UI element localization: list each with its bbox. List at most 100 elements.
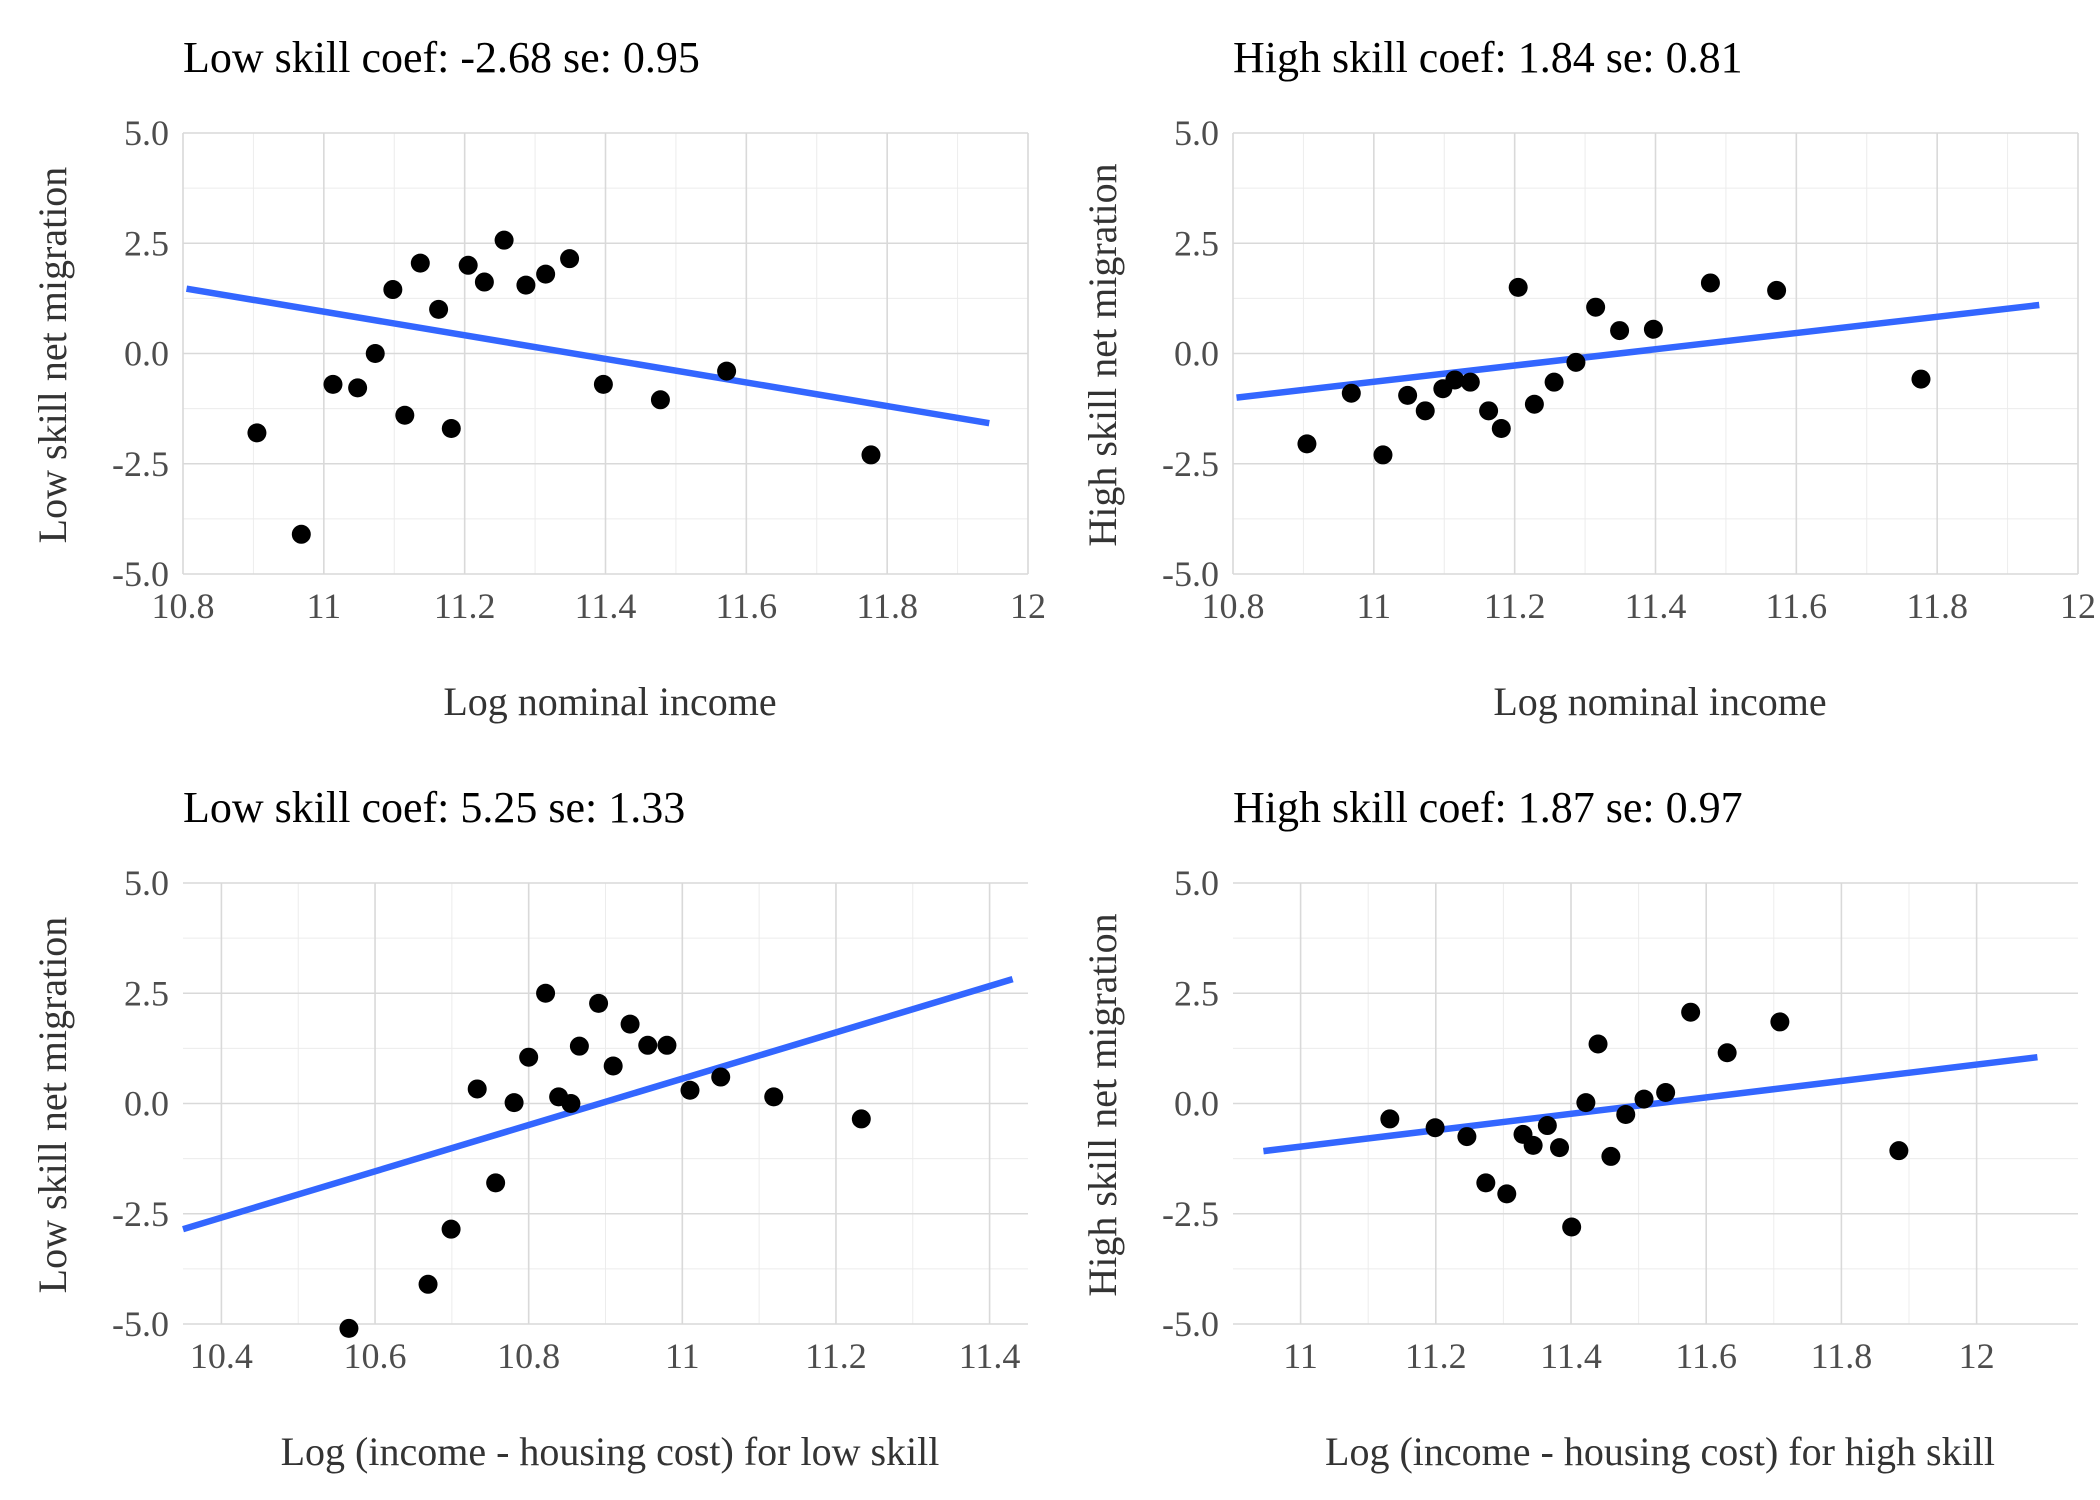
data-point [494, 230, 514, 250]
data-point [486, 1173, 506, 1193]
data-point [620, 1014, 640, 1034]
data-point [1656, 1082, 1676, 1102]
data-point [1497, 1184, 1517, 1204]
panel-low-skill-net-income: Low skill coef: 5.25 se: 1.33 Log (incom… [0, 750, 1050, 1500]
data-point [441, 1219, 461, 1239]
data-point [569, 1036, 589, 1056]
regression-line [1236, 301, 2040, 401]
data-point [1544, 372, 1564, 392]
panel-high-skill-net-income: High skill coef: 1.87 se: 0.97 Log (inco… [1050, 750, 2100, 1500]
data-point [1770, 1012, 1790, 1032]
data-point [429, 299, 449, 319]
data-point [474, 272, 494, 292]
data-point [348, 378, 368, 398]
scatter-plot: High skill coef: 1.87 se: 0.97 Log (inco… [1080, 783, 2078, 1474]
x-tick-label: 11.6 [1765, 586, 1827, 626]
y-tick-label: -5.0 [112, 554, 169, 594]
data-point [383, 280, 403, 300]
x-tick-label: 11.8 [856, 586, 918, 626]
panel-low-skill-nominal: Low skill coef: -2.68 se: 0.95 Log nomin… [0, 0, 1050, 750]
data-point [247, 423, 267, 443]
x-tick-label: 11.4 [1625, 586, 1687, 626]
scatter-plot: High skill coef: 1.84 se: 0.81 Log nomin… [1080, 33, 2096, 724]
x-tick-label: 11.4 [575, 586, 637, 626]
data-point [560, 249, 580, 269]
y-tick-label: -2.5 [112, 1194, 169, 1234]
data-point [1425, 1118, 1445, 1138]
y-tick-label: 0.0 [1174, 1084, 1219, 1124]
data-point [1562, 1217, 1582, 1237]
data-point [395, 405, 415, 425]
data-point [1681, 1002, 1701, 1022]
x-tick-label: 11.6 [1675, 1336, 1737, 1376]
data-point [1601, 1146, 1621, 1166]
x-tick-label: 11.2 [1484, 586, 1546, 626]
x-tick-label: 10.6 [344, 1336, 407, 1376]
x-tick-label: 12 [1010, 586, 1046, 626]
x-tick-label: 11.2 [805, 1336, 867, 1376]
x-tick-label: 10.8 [1202, 586, 1265, 626]
data-point [536, 264, 556, 284]
x-tick-label: 11.2 [434, 586, 496, 626]
data-point [1616, 1105, 1636, 1125]
x-tick-label: 11 [1283, 1336, 1318, 1376]
y-tick-label: 5.0 [1174, 113, 1219, 153]
data-point [717, 361, 737, 381]
data-point [1586, 297, 1606, 317]
data-point [418, 1274, 438, 1294]
data-point [603, 1056, 623, 1076]
data-point [638, 1035, 658, 1055]
y-axis-label: High skill net migration [1080, 163, 1125, 546]
data-point [365, 344, 385, 363]
data-point [1491, 418, 1511, 438]
y-axis-label: High skill net migration [1080, 913, 1125, 1296]
data-point [680, 1080, 700, 1100]
regression-line [182, 976, 1014, 1233]
y-tick-label: 2.5 [1174, 223, 1219, 263]
y-tick-label: -5.0 [1162, 1304, 1219, 1344]
data-point [323, 374, 343, 394]
panel-title: Low skill coef: -2.68 se: 0.95 [183, 33, 700, 82]
y-tick-label: -5.0 [1162, 554, 1219, 594]
data-point [291, 524, 311, 544]
panel-title: High skill coef: 1.84 se: 0.81 [1233, 33, 1743, 82]
x-tick-label: 10.4 [190, 1336, 253, 1376]
data-point [1297, 434, 1317, 454]
data-point [1479, 401, 1499, 421]
data-point [1717, 1043, 1737, 1063]
y-tick-label: 2.5 [124, 973, 169, 1013]
x-axis-label: Log nominal income [1493, 679, 1826, 724]
x-tick-label: 11.6 [715, 586, 777, 626]
y-tick-label: 5.0 [124, 863, 169, 903]
y-tick-label: 2.5 [1174, 973, 1219, 1013]
data-point [516, 275, 536, 295]
data-point [711, 1067, 731, 1087]
data-point [657, 1035, 677, 1055]
data-point [589, 993, 609, 1013]
data-point [519, 1047, 539, 1067]
data-point [1610, 321, 1630, 341]
data-point [410, 253, 430, 273]
x-tick-label: 12 [2060, 586, 2096, 626]
x-tick-label: 11.2 [1405, 1336, 1467, 1376]
data-point [1398, 385, 1418, 405]
data-point [1460, 372, 1480, 392]
data-point [1588, 1034, 1608, 1054]
x-tick-label: 12 [1959, 1336, 1995, 1376]
data-point [650, 390, 670, 410]
y-tick-label: 0.0 [124, 334, 169, 374]
data-point [561, 1094, 581, 1113]
data-point [1767, 280, 1787, 300]
data-point [1889, 1141, 1909, 1161]
data-point [441, 418, 461, 438]
y-axis-label: Low skill net migration [30, 167, 75, 544]
grid [183, 882, 1028, 1325]
y-tick-label: -2.5 [1162, 1194, 1219, 1234]
y-tick-label: 5.0 [1174, 863, 1219, 903]
x-tick-label: 11 [1356, 586, 1391, 626]
data-point [1523, 1135, 1543, 1155]
data-point [504, 1093, 524, 1113]
y-tick-label: 2.5 [124, 223, 169, 263]
x-tick-label: 10.8 [152, 586, 215, 626]
y-axis-label: Low skill net migration [30, 917, 75, 1294]
